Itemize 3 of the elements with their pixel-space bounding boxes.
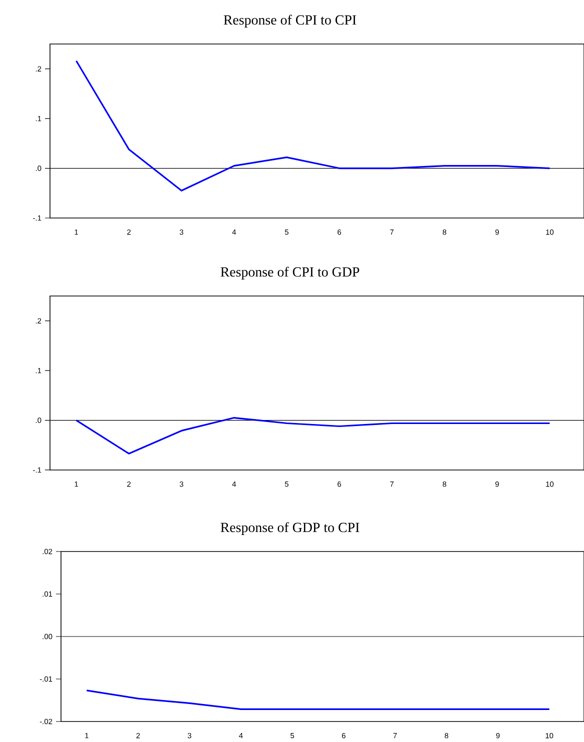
chart-title: Response of CPI to CPI — [224, 14, 356, 28]
chart-title: Response of CPI to GDP — [220, 266, 360, 280]
chart-title: Response of GDP to CPI — [220, 522, 360, 535]
